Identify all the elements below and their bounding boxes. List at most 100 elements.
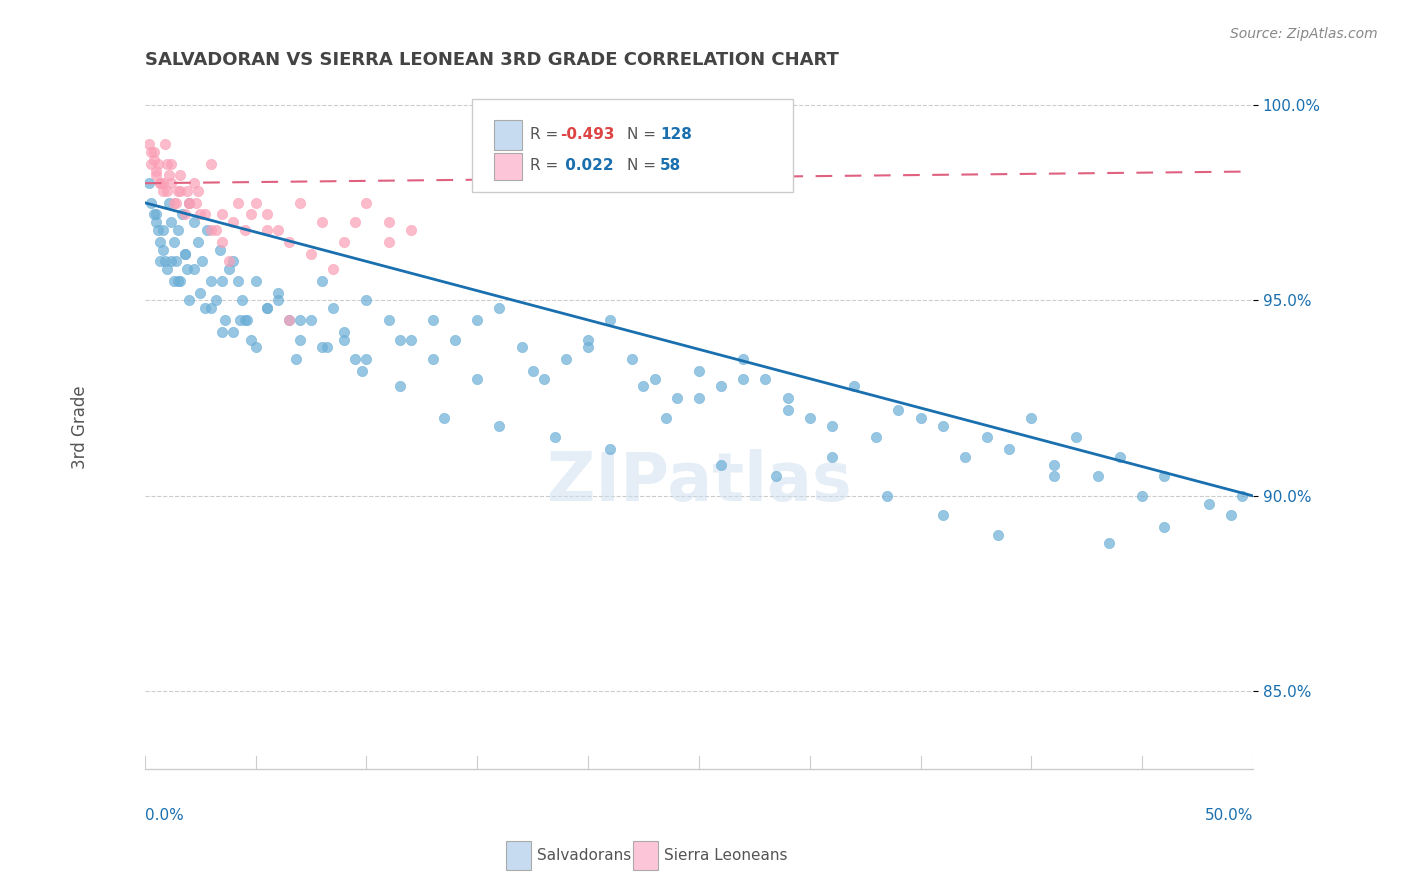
Point: [145, 207, 167, 221]
Point: [157, 169, 180, 183]
Point: [187, 235, 209, 249]
Point: [710, 379, 733, 393]
Point: [665, 391, 688, 405]
Point: [333, 325, 356, 339]
Point: [799, 410, 821, 425]
Point: [142, 153, 165, 167]
Point: [160, 215, 183, 229]
Text: 0.0%: 0.0%: [145, 808, 184, 823]
Point: [231, 293, 253, 308]
Point: [160, 254, 183, 268]
Point: [152, 184, 174, 198]
Point: [1198, 497, 1220, 511]
Text: 50.0%: 50.0%: [1205, 808, 1253, 823]
Point: [179, 195, 201, 210]
Point: [149, 176, 172, 190]
Point: [267, 285, 290, 300]
Point: [204, 223, 226, 237]
Point: [142, 145, 165, 159]
Point: [157, 195, 180, 210]
Point: [1087, 469, 1109, 483]
FancyBboxPatch shape: [494, 153, 522, 180]
Point: [169, 184, 191, 198]
Point: [245, 274, 267, 288]
Point: [576, 333, 599, 347]
Point: [910, 410, 932, 425]
Point: [162, 274, 184, 288]
Point: [277, 235, 299, 249]
Point: [356, 352, 378, 367]
Point: [222, 215, 245, 229]
Text: R =: R =: [530, 158, 564, 173]
Point: [138, 137, 160, 152]
Text: Source: ZipAtlas.com: Source: ZipAtlas.com: [1230, 27, 1378, 41]
Point: [173, 246, 195, 260]
Point: [256, 223, 278, 237]
Point: [754, 371, 776, 385]
Point: [1153, 520, 1175, 534]
Point: [267, 223, 290, 237]
Point: [188, 207, 211, 221]
Point: [141, 145, 163, 159]
Point: [138, 176, 160, 190]
Point: [152, 176, 174, 190]
Point: [299, 313, 322, 327]
FancyBboxPatch shape: [471, 99, 793, 192]
Point: [644, 371, 666, 385]
Point: [229, 313, 252, 327]
Point: [226, 274, 249, 288]
Point: [377, 235, 399, 249]
Point: [344, 352, 367, 367]
Point: [233, 313, 256, 327]
Point: [173, 207, 195, 221]
Point: [1219, 508, 1241, 523]
Point: [183, 215, 205, 229]
Point: [145, 169, 167, 183]
Point: [218, 254, 240, 268]
Point: [1042, 458, 1064, 472]
Point: [169, 274, 191, 288]
Point: [156, 262, 179, 277]
Text: 0.022: 0.022: [561, 158, 614, 173]
Point: [162, 235, 184, 249]
Point: [299, 246, 322, 260]
Point: [149, 235, 172, 249]
Text: R =: R =: [530, 128, 564, 142]
Point: [200, 223, 222, 237]
Point: [200, 156, 222, 170]
Point: [288, 333, 311, 347]
Point: [179, 195, 201, 210]
Point: [544, 430, 567, 444]
Point: [235, 313, 257, 327]
Point: [288, 313, 311, 327]
Point: [322, 301, 344, 316]
Point: [146, 223, 169, 237]
Point: [488, 301, 510, 316]
Point: [156, 184, 179, 198]
Point: [173, 246, 195, 260]
Point: [344, 215, 367, 229]
Point: [145, 215, 167, 229]
Point: [488, 418, 510, 433]
Point: [465, 371, 488, 385]
Point: [156, 156, 179, 170]
Point: [211, 235, 233, 249]
Point: [188, 285, 211, 300]
Point: [211, 207, 233, 221]
Point: [172, 207, 194, 221]
Point: [554, 352, 576, 367]
Text: N =: N =: [627, 128, 661, 142]
Point: [931, 418, 953, 433]
Point: [876, 489, 898, 503]
Point: [233, 223, 256, 237]
Point: [350, 364, 373, 378]
Point: [167, 184, 190, 198]
Point: [146, 156, 169, 170]
Point: [179, 195, 201, 210]
Point: [953, 450, 976, 464]
Point: [167, 223, 190, 237]
Point: [633, 379, 655, 393]
Point: [399, 333, 422, 347]
Text: -0.493: -0.493: [561, 128, 614, 142]
Point: [179, 293, 201, 308]
